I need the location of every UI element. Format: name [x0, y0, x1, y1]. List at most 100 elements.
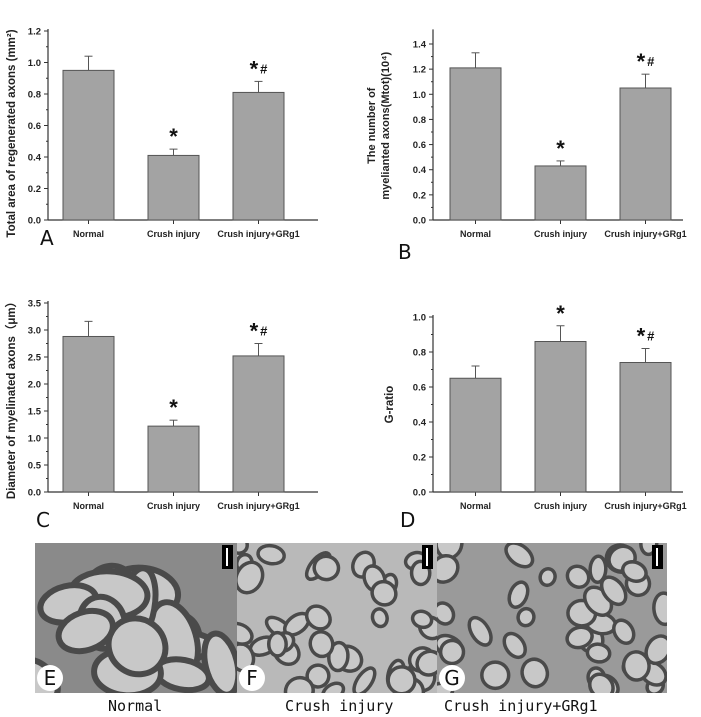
myelinated-axon	[370, 607, 389, 629]
y-tick-label: 1.5	[28, 407, 42, 418]
y-tick-label: 1.0	[28, 58, 41, 69]
myelinated-axon	[588, 672, 615, 693]
y-tick-label: 0.0	[413, 488, 426, 499]
significance-marker: * #	[637, 49, 656, 74]
panel-label-b: B	[398, 240, 412, 264]
hash: #	[260, 61, 268, 76]
bar-1	[534, 165, 587, 221]
asterisk: *	[637, 324, 646, 349]
y-tick-label: 1.2	[413, 65, 426, 76]
scale-bar	[422, 545, 433, 569]
myelinated-axon	[437, 553, 460, 584]
significance-marker: * #	[250, 319, 269, 344]
myelinated-axon	[283, 675, 315, 693]
x-tick-label: Normal	[73, 229, 104, 239]
y-tick-label: 1.2	[28, 27, 41, 38]
bar-2	[619, 362, 672, 493]
micrograph-caption-crush-injury-grg1: Crush injury+GRg1	[444, 697, 598, 715]
myelinated-axon	[612, 618, 636, 646]
myelinated-axon	[237, 543, 249, 555]
myelinated-axon	[386, 665, 417, 693]
bar-0	[62, 335, 115, 493]
significance-marker: * #	[637, 324, 656, 349]
micrograph-letter-g: G	[439, 665, 465, 691]
y-tick-label: 0.4	[28, 153, 42, 164]
chart-a: 0.0 0.2 0.4 0.6 0.8 1.0 1.2 Normal Crush injury *…	[6, 27, 318, 239]
myelinated-axon	[504, 543, 535, 569]
y-tick-label: 3.0	[28, 326, 41, 337]
y-tick-label: 0.0	[28, 488, 41, 499]
significance-marker: *	[556, 301, 565, 326]
myelinated-axon	[256, 543, 286, 566]
y-tick-label: 0.0	[28, 216, 41, 227]
bar-1	[534, 341, 587, 493]
x-tick-label: Crush injury	[534, 229, 587, 239]
myelinated-axon	[266, 630, 288, 658]
myelinated-axon	[321, 681, 346, 693]
bar-2	[232, 355, 285, 493]
y-tick-label: 0.5	[28, 461, 42, 472]
x-tick-label: Crush injury+GRg1	[604, 501, 686, 511]
myelinated-axon	[55, 607, 116, 655]
x-tick-label: Crush injury+GRg1	[217, 501, 299, 511]
y-axis-label-line2: myelianted axons(Mtot)(10⁴)	[380, 51, 392, 199]
x-tick-label: Crush injury+GRg1	[217, 229, 299, 239]
micrograph-normal: E	[35, 543, 237, 693]
significance-marker: *	[169, 395, 178, 420]
y-axis-label: G-ratio	[384, 386, 396, 424]
myelinated-axon	[437, 601, 456, 626]
myelinated-axon	[585, 642, 612, 664]
asterisk: *	[556, 301, 565, 326]
micrograph-caption-normal: Normal	[108, 697, 163, 715]
myelinated-axon	[352, 666, 377, 693]
significance-marker: *	[169, 124, 178, 149]
asterisk: *	[169, 124, 178, 149]
myelinated-axon	[652, 591, 667, 627]
y-tick-label: 0.8	[413, 348, 426, 359]
asterisk: *	[250, 56, 259, 81]
asterisk: *	[637, 49, 646, 74]
panel-label-a: A	[40, 226, 54, 250]
x-tick-label: Crush injury+GRg1	[604, 229, 686, 239]
y-tick-label: 3.5	[28, 299, 42, 310]
x-tick-label: Normal	[73, 501, 104, 511]
myelinated-axon	[467, 615, 493, 647]
x-tick-label: Crush injury	[147, 229, 200, 239]
chart-b: 0.0 0.2 0.4 0.6 0.8 1.0 1.2 1.4 Normal Crush inju…	[366, 29, 687, 239]
y-tick-label: 1.0	[28, 434, 41, 445]
myelinated-axon	[538, 566, 557, 588]
panel-label-d: D	[400, 508, 416, 532]
asterisk: *	[169, 395, 178, 420]
y-tick-label: 0.4	[413, 165, 427, 176]
myelinated-axon	[410, 609, 434, 630]
myelinated-axon	[415, 649, 437, 677]
myelinated-axon	[312, 554, 341, 582]
y-tick-label: 0.6	[413, 383, 426, 394]
hash: #	[647, 329, 655, 344]
chart-c: 0.0 0.5 1.0 1.5 2.0 2.5 3.0 3.5 Normal Crush inju…	[4, 296, 318, 511]
bar-2	[619, 87, 672, 221]
myelinated-axon	[480, 660, 511, 691]
significance-marker: *	[556, 136, 565, 161]
myelinated-axon	[599, 575, 628, 607]
y-tick-label: 0.2	[28, 184, 41, 195]
myelinated-axon	[516, 606, 536, 628]
y-axis-label-line1: The number of	[366, 87, 378, 164]
y-tick-label: 0.8	[28, 90, 41, 101]
bar-charts: 0.0 0.2 0.4 0.6 0.8 1.0 1.2 Normal Crush injury *…	[4, 27, 687, 512]
bar-0	[449, 67, 502, 221]
bar-0	[449, 377, 502, 493]
myelinated-axon	[237, 621, 254, 646]
micrograph-crush-injury: F	[237, 543, 437, 693]
y-tick-label: 0.2	[413, 453, 426, 464]
asterisk: *	[250, 319, 259, 344]
x-tick-label: Normal	[460, 501, 491, 511]
x-tick-label: Crush injury	[534, 501, 587, 511]
asterisk: *	[556, 136, 565, 161]
micrograph-caption-crush-injury: Crush injury	[285, 697, 394, 715]
y-tick-label: 1.4	[413, 40, 427, 51]
x-tick-label: Normal	[460, 229, 491, 239]
myelinated-axon	[370, 579, 398, 607]
y-tick-label: 0.8	[413, 115, 426, 126]
bar-0	[62, 69, 115, 221]
